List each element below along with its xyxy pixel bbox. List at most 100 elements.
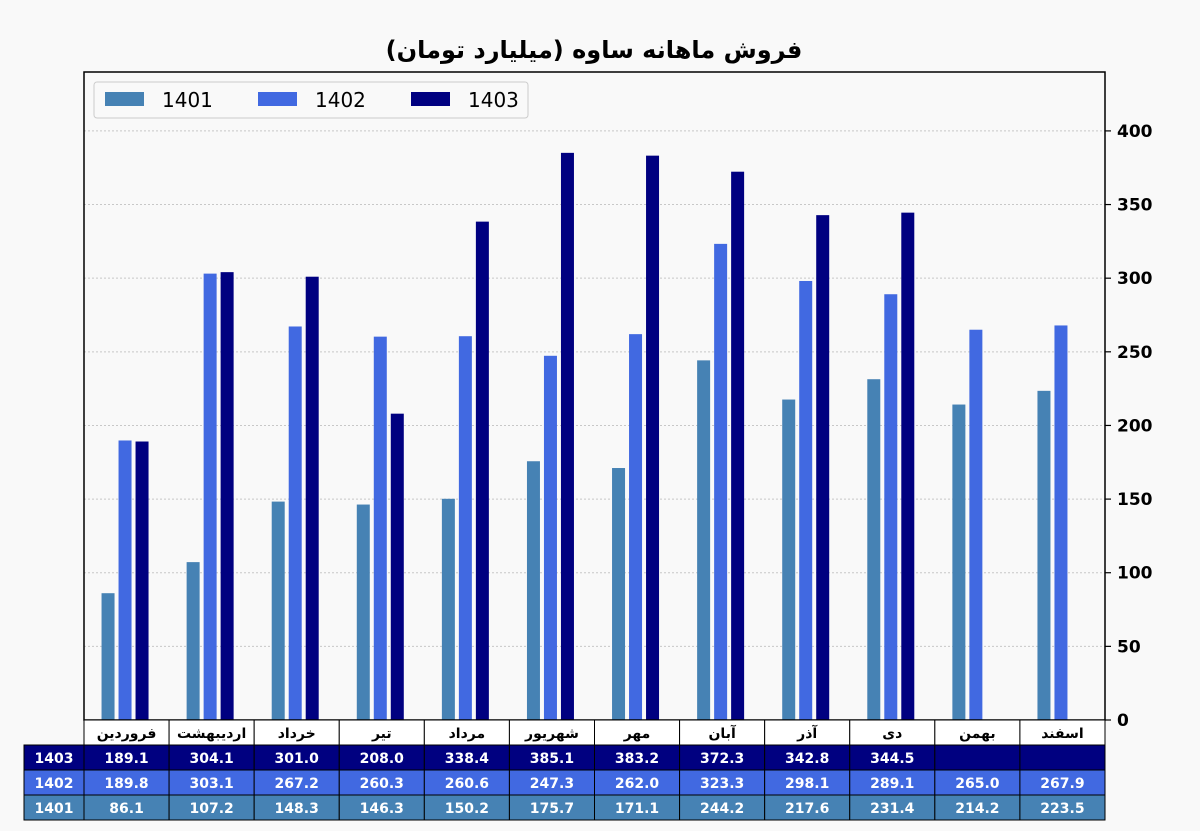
table-cell-value: 372.3 [700, 751, 744, 767]
table-cell-value: 265.0 [955, 776, 1000, 792]
bar-1402 [629, 334, 643, 720]
table-cell-value: 146.3 [360, 801, 404, 817]
category-label: تیر [371, 726, 392, 742]
table-cell [1019, 744, 1106, 771]
table-cell-value: 267.9 [1040, 776, 1084, 792]
table-cell-value: 86.1 [109, 801, 144, 817]
legend-label: 1401 [162, 88, 213, 112]
table-header-cell [594, 719, 681, 746]
table-cell-value: 175.7 [530, 801, 574, 817]
table-cell [253, 794, 340, 821]
bar-1402 [458, 336, 472, 720]
bar-1401 [1037, 390, 1051, 720]
table-cell [679, 794, 766, 821]
bar-1403 [901, 212, 915, 721]
bar-1401 [697, 360, 711, 720]
category-label: اسفند [1041, 726, 1083, 742]
y-tick-label: 350 [1117, 196, 1153, 216]
bar-1403 [646, 155, 660, 721]
table-cell-value: 260.6 [445, 776, 489, 792]
bar-1401 [186, 562, 200, 720]
table-cell-value: 150.2 [445, 801, 489, 817]
table-cell-value: 289.1 [870, 776, 914, 792]
legend-swatch [411, 92, 450, 106]
table-cell-value: 262.0 [615, 776, 660, 792]
table-cell [168, 744, 255, 771]
table-cell-value: 383.2 [615, 751, 659, 767]
bar-1401 [101, 593, 115, 720]
table-cell-value: 342.8 [785, 751, 829, 767]
grid-lines [84, 130, 1105, 647]
table-cell-value: 244.2 [700, 801, 744, 817]
table-cell [679, 744, 766, 771]
table-cell [508, 794, 595, 821]
table-cell [849, 794, 936, 821]
bar-1402 [799, 280, 813, 720]
table-cell-value: 260.3 [360, 776, 404, 792]
table-cell [338, 769, 425, 796]
bar-1403 [135, 441, 149, 720]
table-cell [508, 744, 595, 771]
table-header-cell [1019, 719, 1106, 746]
table-row-header [23, 744, 85, 771]
legend: 1401 1402 1403 [93, 81, 529, 119]
plot-frame [83, 71, 1106, 721]
table-cell-value: 217.6 [785, 801, 829, 817]
table-cell [764, 794, 851, 821]
y-tick-label: 300 [1117, 269, 1153, 289]
table-header-cell [679, 719, 766, 746]
bar-1401 [612, 468, 626, 720]
table-cell [338, 744, 425, 771]
bar-1402 [203, 273, 217, 720]
table-cell-value: 267.2 [275, 776, 319, 792]
table-cell-value: 301.0 [275, 751, 320, 767]
table-cell [764, 769, 851, 796]
table-cell [168, 769, 255, 796]
table-cell-value: 189.1 [104, 751, 148, 767]
bar-1402 [969, 329, 983, 720]
table-row-label: 1402 [35, 776, 74, 792]
category-label: دی [882, 726, 902, 742]
chart-title: فروش ماهانه ساوه (میلیارد تومان) [386, 36, 803, 64]
legend-swatch [258, 92, 297, 106]
y-axis-ticks: 0 50 100 150 200 250 300 350 400 [1105, 122, 1153, 731]
table-cell [508, 769, 595, 796]
y-tick-label: 250 [1117, 343, 1153, 363]
table-cell [83, 769, 170, 796]
table-cell [764, 744, 851, 771]
bar-1403 [560, 152, 574, 720]
bar-1403 [390, 413, 404, 720]
table-cell [423, 744, 510, 771]
table-cell [849, 769, 936, 796]
bar-1402 [884, 294, 898, 720]
table-row-label: 1401 [35, 801, 74, 817]
bar-1402 [118, 440, 132, 720]
table-cell-value: 304.1 [189, 751, 233, 767]
bar-1402 [288, 326, 302, 720]
bar-1402 [543, 355, 557, 720]
category-label: مرداد [449, 726, 486, 742]
category-label: خرداد [278, 726, 316, 742]
bar-1401 [952, 404, 966, 720]
category-label: آذر [796, 724, 818, 742]
table-cell-value: 214.2 [955, 801, 999, 817]
table-cell-value: 303.1 [189, 776, 233, 792]
bar-1403 [731, 171, 745, 721]
bar-1401 [526, 461, 540, 720]
bar-1401 [441, 498, 455, 720]
table-row-header [23, 769, 85, 796]
bar-1401 [356, 504, 370, 720]
bar-1402 [373, 336, 387, 720]
category-label: شهریور [524, 726, 579, 742]
bar-1401 [271, 501, 285, 720]
category-label: اردیبهشت [177, 726, 246, 742]
data-table: فروردین اردیبهشت خرداد تیر مرداد شهریور مهر آبا… [23, 719, 1106, 821]
table-cell [594, 794, 681, 821]
table-cell [1019, 769, 1106, 796]
y-tick-label: 400 [1117, 122, 1153, 142]
table-cell-value: 231.4 [870, 801, 915, 817]
table-cell [1019, 794, 1106, 821]
table-cell-value: 298.1 [785, 776, 829, 792]
y-tick-label: 150 [1117, 490, 1153, 510]
